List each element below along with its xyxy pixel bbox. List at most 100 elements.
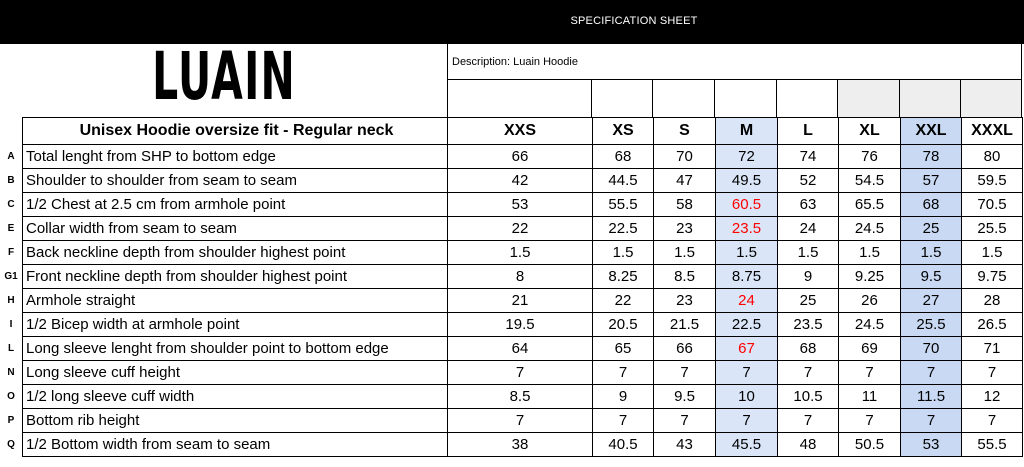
value-cell: 25 <box>777 288 839 313</box>
value-cell: 11.5 <box>900 384 962 409</box>
value-cell: 25.5 <box>961 216 1023 241</box>
value-cell: 80 <box>961 144 1023 169</box>
size-header-row: Unisex Hoodie oversize fit - Regular nec… <box>0 117 1023 145</box>
size-header-l: L <box>777 117 839 145</box>
value-cell: 1.5 <box>777 240 839 265</box>
size-header-s: S <box>653 117 716 145</box>
measurement-label: Shoulder to shoulder from seam to seam <box>22 168 448 193</box>
value-cell: 23.5 <box>777 312 839 337</box>
measurement-label: 1/2 Bottom width from seam to seam <box>22 432 448 457</box>
value-cell: 26 <box>838 288 901 313</box>
sheet-title: SPECIFICATION SHEET <box>570 15 698 27</box>
value-cell: 1.5 <box>447 240 593 265</box>
value-cell: 9 <box>777 264 839 289</box>
value-cell: 1.5 <box>838 240 901 265</box>
value-cell: 8 <box>447 264 593 289</box>
value-cell: 21 <box>447 288 593 313</box>
value-cell: 9 <box>592 384 654 409</box>
value-cell: 40.5 <box>592 432 654 457</box>
value-cell: 54.5 <box>838 168 901 193</box>
value-cell: 60.5 <box>715 192 778 217</box>
value-cell: 69 <box>838 336 901 361</box>
value-cell: 24 <box>715 288 778 313</box>
value-cell: 7 <box>592 408 654 433</box>
size-header-xs: XS <box>592 117 654 145</box>
measurement-code: A <box>7 151 15 162</box>
value-cell: 70.5 <box>961 192 1023 217</box>
table-row: Q 1/2 Bottom width from seam to seam 38 40.… <box>0 432 1023 457</box>
measurement-code: L <box>7 343 15 354</box>
empty-header-cell <box>653 80 715 117</box>
value-cell: 53 <box>900 432 962 457</box>
value-cell: 19.5 <box>447 312 593 337</box>
value-cell: 20.5 <box>592 312 654 337</box>
value-cell: 49.5 <box>715 168 778 193</box>
value-cell: 42 <box>447 168 593 193</box>
measurement-label: 1/2 Chest at 2.5 cm from armhole point <box>22 192 448 217</box>
empty-header-cell <box>777 80 838 117</box>
value-cell: 24.5 <box>838 216 901 241</box>
code-cell <box>0 118 23 145</box>
size-header-xxs: XXS <box>447 117 593 145</box>
table-row: E Collar width from seam to seam 22 22.5 23 2… <box>0 216 1023 241</box>
measurement-code: H <box>7 295 15 306</box>
title-bar: SPECIFICATION SHEET <box>0 0 1024 44</box>
value-cell: 78 <box>900 144 962 169</box>
value-cell: 66 <box>653 336 716 361</box>
table-row: C 1/2 Chest at 2.5 cm from armhole point 5… <box>0 192 1023 217</box>
value-cell: 55.5 <box>592 192 654 217</box>
measurement-code: Q <box>7 439 15 450</box>
value-cell: 25.5 <box>900 312 962 337</box>
value-cell: 7 <box>447 360 593 385</box>
size-header-m: M <box>715 117 778 145</box>
table-row: N Long sleeve cuff height 7 7 7 7 7 7 7 7 <box>0 360 1023 385</box>
measurement-label: 1/2 Bicep width at armhole point <box>22 312 448 337</box>
value-cell: 7 <box>777 408 839 433</box>
value-cell: 23 <box>653 288 716 313</box>
value-cell: 23.5 <box>715 216 778 241</box>
empty-header-cell <box>900 80 961 117</box>
value-cell: 38 <box>447 432 593 457</box>
value-cell: 44.5 <box>592 168 654 193</box>
measurement-code: F <box>7 247 15 258</box>
empty-header-cell <box>961 80 1022 117</box>
value-cell: 25 <box>900 216 962 241</box>
value-cell: 70 <box>653 144 716 169</box>
value-cell: 48 <box>777 432 839 457</box>
measurement-code: I <box>9 319 13 330</box>
value-cell: 10 <box>715 384 778 409</box>
size-header-xxxl: XXXL <box>961 117 1023 145</box>
measurement-label: Total lenght from SHP to bottom edge <box>22 144 448 169</box>
value-cell: 43 <box>653 432 716 457</box>
empty-header-cell <box>838 80 900 117</box>
value-cell: 7 <box>653 408 716 433</box>
value-cell: 24 <box>777 216 839 241</box>
value-cell: 1.5 <box>653 240 716 265</box>
value-cell: 58 <box>653 192 716 217</box>
value-cell: 27 <box>900 288 962 313</box>
value-cell: 7 <box>715 360 778 385</box>
value-cell: 7 <box>838 360 901 385</box>
measurement-label: Armhole straight <box>22 288 448 313</box>
value-cell: 68 <box>900 192 962 217</box>
value-cell: 26.5 <box>961 312 1023 337</box>
value-cell: 64 <box>447 336 593 361</box>
measurement-code: P <box>7 415 15 426</box>
value-cell: 10.5 <box>777 384 839 409</box>
value-cell: 7 <box>961 360 1023 385</box>
value-cell: 53 <box>447 192 593 217</box>
table-row: P Bottom rib height 7 7 7 7 7 7 7 7 <box>0 408 1023 433</box>
value-cell: 1.5 <box>900 240 962 265</box>
value-cell: 11 <box>838 384 901 409</box>
value-cell: 50.5 <box>838 432 901 457</box>
value-cell: 52 <box>777 168 839 193</box>
value-cell: 9.75 <box>961 264 1023 289</box>
value-cell: 47 <box>653 168 716 193</box>
value-cell: 63 <box>777 192 839 217</box>
value-cell: 28 <box>961 288 1023 313</box>
measurement-code: O <box>7 391 15 402</box>
value-cell: 22 <box>592 288 654 313</box>
value-cell: 22 <box>447 216 593 241</box>
value-cell: 7 <box>592 360 654 385</box>
value-cell: 8.25 <box>592 264 654 289</box>
